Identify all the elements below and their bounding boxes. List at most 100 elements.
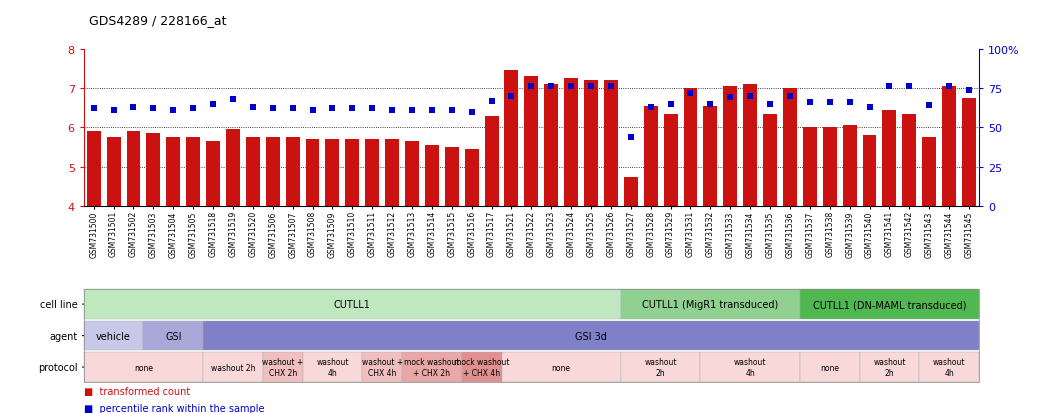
Text: CUTLL1 (MigR1 transduced): CUTLL1 (MigR1 transduced) <box>642 299 779 309</box>
Point <box>85 106 103 112</box>
Text: washout +
CHX 4h: washout + CHX 4h <box>361 358 403 377</box>
Point <box>444 107 461 114</box>
Bar <box>445 148 459 206</box>
Point <box>343 106 360 112</box>
Point <box>463 109 480 116</box>
Point <box>900 84 917 90</box>
Point <box>582 84 599 90</box>
Point <box>961 87 978 94</box>
Bar <box>127 132 140 206</box>
Bar <box>843 126 856 206</box>
Bar <box>266 138 280 206</box>
Bar <box>604 81 618 206</box>
Text: GDS4289 / 228166_at: GDS4289 / 228166_at <box>89 14 226 27</box>
Bar <box>465 150 478 206</box>
Point <box>383 107 400 114</box>
Bar <box>664 114 677 206</box>
Text: none: none <box>134 363 153 372</box>
Bar <box>206 142 220 206</box>
Bar <box>246 138 260 206</box>
Bar <box>644 107 658 206</box>
Bar <box>505 71 518 206</box>
Bar <box>326 140 339 206</box>
Text: ■  percentile rank within the sample: ■ percentile rank within the sample <box>84 403 264 413</box>
Bar <box>87 132 101 206</box>
Bar <box>962 99 976 206</box>
Point <box>484 98 500 104</box>
Point <box>542 84 559 90</box>
Point <box>663 101 680 108</box>
Bar <box>743 85 757 206</box>
Text: CUTLL1: CUTLL1 <box>334 299 371 309</box>
Bar <box>584 81 598 206</box>
Text: vehicle: vehicle <box>96 331 131 341</box>
Bar <box>226 130 240 206</box>
Point <box>522 84 540 90</box>
Point <box>882 84 898 90</box>
Bar <box>405 142 419 206</box>
Text: GSI 3d: GSI 3d <box>575 331 607 341</box>
Bar <box>346 140 359 206</box>
Text: washout
4h: washout 4h <box>734 358 766 377</box>
Bar <box>624 177 638 206</box>
Bar <box>166 138 180 206</box>
Bar <box>922 138 936 206</box>
Point <box>741 93 758 100</box>
Point <box>701 101 718 108</box>
Point <box>603 84 620 90</box>
Bar <box>704 107 717 206</box>
Bar <box>684 89 697 206</box>
Text: protocol: protocol <box>38 362 77 372</box>
Bar <box>942 87 956 206</box>
Bar <box>425 146 439 206</box>
Point <box>205 101 222 108</box>
Point <box>165 107 182 114</box>
Bar <box>763 114 777 206</box>
Bar <box>863 136 876 206</box>
Text: mock washout
+ CHX 4h: mock washout + CHX 4h <box>453 358 510 377</box>
Text: CUTLL1 (DN-MAML transduced): CUTLL1 (DN-MAML transduced) <box>812 299 966 309</box>
Text: none: none <box>820 363 840 372</box>
Point <box>184 106 201 112</box>
Point <box>861 104 877 111</box>
Point <box>762 101 779 108</box>
Bar <box>803 128 817 206</box>
Bar <box>286 138 299 206</box>
Bar <box>186 138 200 206</box>
Bar <box>485 116 498 206</box>
Point <box>622 134 639 141</box>
Text: washout
2h: washout 2h <box>644 358 677 377</box>
Text: washout 2h: washout 2h <box>210 363 255 372</box>
Point <box>244 104 262 111</box>
Bar <box>723 87 737 206</box>
Point <box>304 107 320 114</box>
Point <box>224 97 241 103</box>
Point <box>325 106 341 112</box>
Point <box>144 106 161 112</box>
Point <box>504 93 520 100</box>
Text: agent: agent <box>49 331 77 341</box>
Bar <box>544 85 558 206</box>
Point <box>423 107 441 114</box>
Point <box>821 100 838 106</box>
Text: ■  transformed count: ■ transformed count <box>84 386 190 396</box>
Bar <box>903 114 916 206</box>
Bar <box>783 89 797 206</box>
Text: washout
2h: washout 2h <box>873 358 906 377</box>
Text: washout +
CHX 2h: washout + CHX 2h <box>262 358 304 377</box>
Bar <box>525 77 538 206</box>
Bar <box>147 134 160 206</box>
Point <box>940 84 957 90</box>
Bar <box>385 140 399 206</box>
Point <box>802 100 819 106</box>
Point <box>683 90 699 97</box>
Point <box>126 104 142 111</box>
Text: mock washout
+ CHX 2h: mock washout + CHX 2h <box>404 358 460 377</box>
Bar <box>883 110 896 206</box>
Text: washout
4h: washout 4h <box>933 358 965 377</box>
Bar <box>306 140 319 206</box>
Point <box>364 106 381 112</box>
Text: GSI: GSI <box>165 331 181 341</box>
Bar <box>823 128 837 206</box>
Point <box>285 106 302 112</box>
